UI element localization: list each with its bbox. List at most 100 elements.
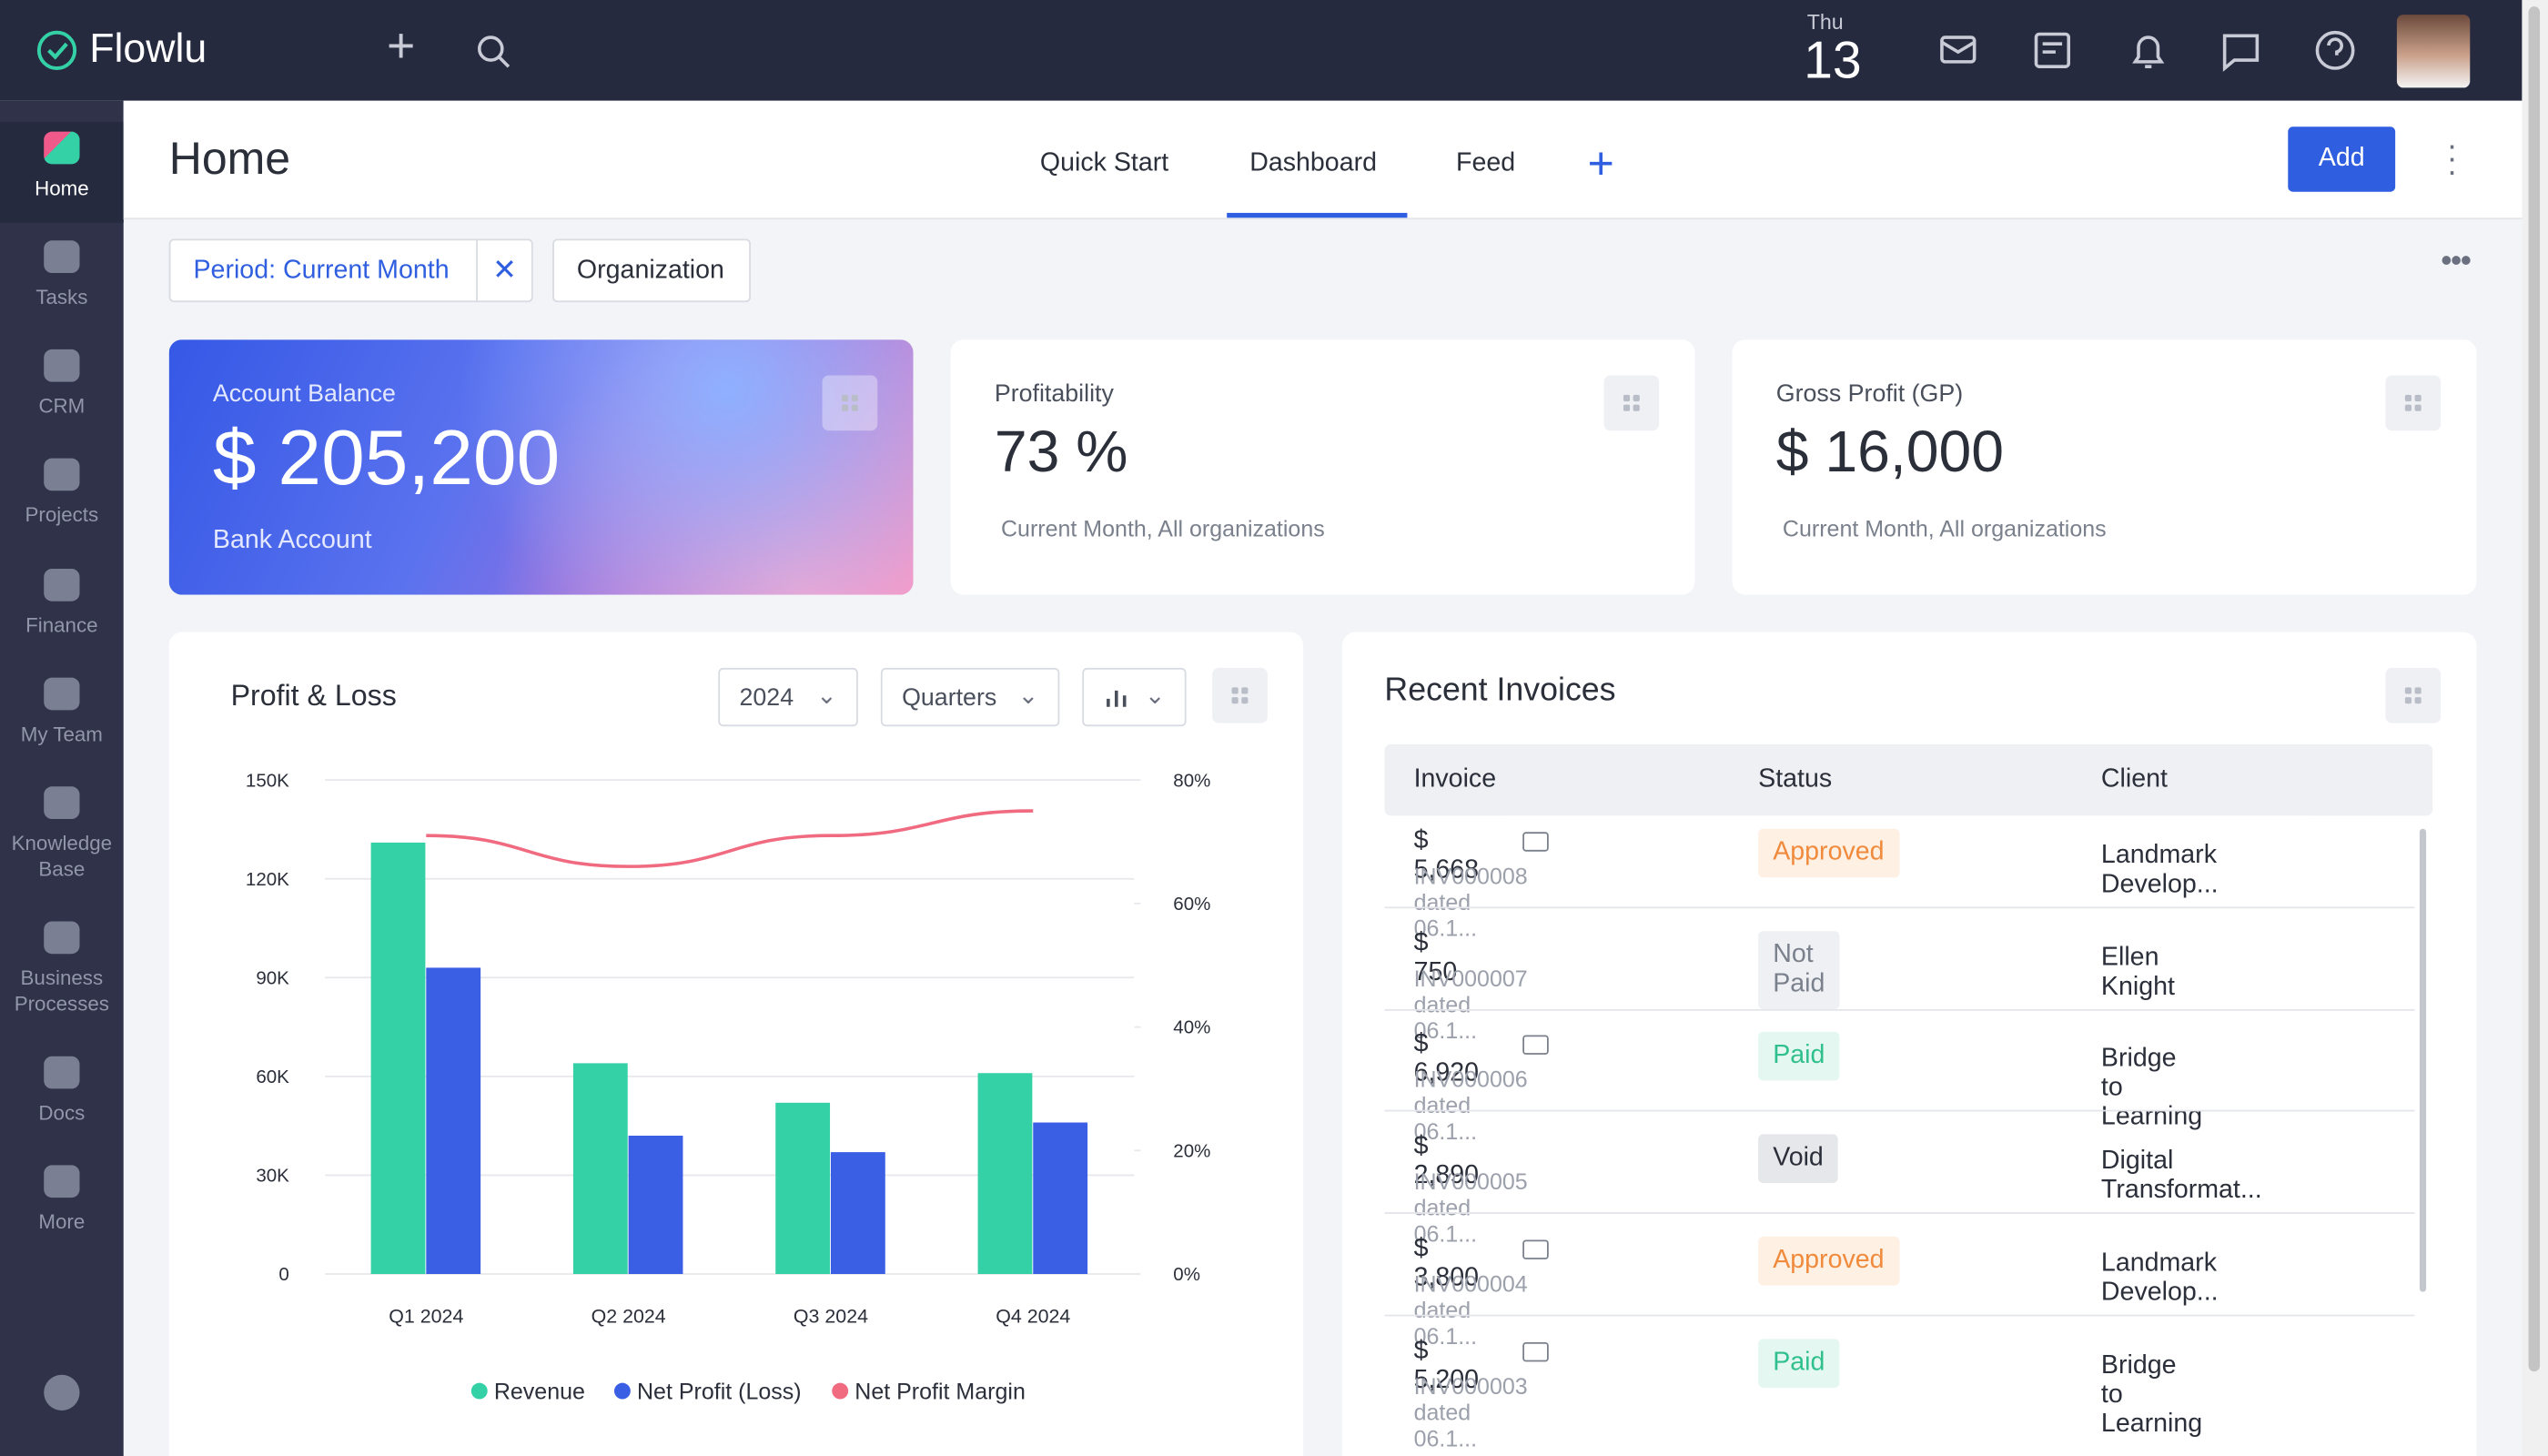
invoices-title: Recent Invoices xyxy=(1384,672,1616,709)
tab[interactable]: Dashboard xyxy=(1249,149,1378,177)
nav-label: Projects xyxy=(25,503,99,527)
status-badge: Approved xyxy=(1758,828,1899,878)
nav-label: Knowledge Base xyxy=(11,832,113,881)
year-select-label: 2024 xyxy=(739,683,794,713)
profit-loss-panel xyxy=(168,632,1304,1456)
status-badge: Approved xyxy=(1758,1236,1899,1286)
client-name: Ellen Knight xyxy=(2100,943,2175,1001)
invoice-number: INV000005 dated 06.1... xyxy=(1413,1168,1528,1247)
chart-type-icon xyxy=(1107,690,1127,707)
card-subtitle: Current Month, All organizations xyxy=(1001,515,1325,541)
tab[interactable]: Quick Start xyxy=(1039,149,1169,177)
drag-handle[interactable] xyxy=(1603,375,1660,431)
nav-icon xyxy=(44,1056,80,1089)
table-scrollbar[interactable] xyxy=(2419,828,2427,1292)
nav-icon xyxy=(44,349,80,382)
year-select[interactable]: 2024 ⌄ xyxy=(718,667,858,727)
avatar[interactable] xyxy=(2396,15,2471,88)
mail-icon[interactable] xyxy=(1522,1036,1549,1056)
top-bar: Flowlu + Thu 13 xyxy=(0,0,2523,101)
nav-label: Finance xyxy=(25,614,98,637)
nav-label: Docs xyxy=(38,1101,86,1125)
gross-profit-card: Gross Profit (GP) $ 16,000 Current Month… xyxy=(1732,339,2477,595)
menu-button[interactable]: · · · xyxy=(2446,128,2458,190)
active-tab-indicator xyxy=(1227,212,1408,218)
invoice-number: INV000007 dated 06.1... xyxy=(1413,965,1528,1043)
mail-icon[interactable] xyxy=(1522,1341,1549,1361)
invoice-amount: $ 3,800 xyxy=(1413,1234,1480,1292)
drag-handle[interactable] xyxy=(1212,667,1268,723)
status-badge: Paid xyxy=(1758,1338,1840,1388)
account-balance-card: Account Balance $ 205,200 Bank Account xyxy=(168,339,914,595)
scroll-thumb[interactable] xyxy=(2528,6,2541,1372)
period-filter[interactable]: Period: Current Month xyxy=(168,238,533,303)
chart-title: Profit & Loss xyxy=(230,679,397,713)
create-button[interactable]: + xyxy=(387,19,416,74)
add-button[interactable]: Add xyxy=(2288,126,2396,192)
nav-label: Tasks xyxy=(35,286,88,309)
period-select-label: Quarters xyxy=(902,683,997,713)
status-badge: Paid xyxy=(1758,1032,1840,1082)
column-header: Invoice xyxy=(1413,765,1497,794)
drag-handle[interactable] xyxy=(2385,667,2442,723)
drag-handle[interactable] xyxy=(822,375,878,431)
mail-icon[interactable] xyxy=(1522,832,1549,852)
row-divider xyxy=(1384,906,2415,909)
status-badge: Not Paid xyxy=(1758,930,1840,1009)
invoice-number: INV000008 dated 06.1... xyxy=(1413,863,1528,941)
profitability-card: Profitability 73 % Current Month, All or… xyxy=(950,339,1695,595)
invoice-amount: $ 5,668 xyxy=(1413,826,1480,885)
row-divider xyxy=(1384,1110,2415,1113)
tab[interactable]: Feed xyxy=(1456,149,1516,177)
card-subtitle: Bank Account xyxy=(212,526,372,554)
invoice-amount: $ 6,920 xyxy=(1413,1030,1480,1088)
chart-type-select[interactable]: ⌄ xyxy=(1082,667,1187,727)
column-header: Client xyxy=(2100,765,2168,794)
row-divider xyxy=(1384,1212,2415,1215)
card-value: 73 % xyxy=(994,417,1128,485)
scrollbar xyxy=(2522,0,2548,1456)
nav-label: Home xyxy=(35,177,89,200)
period-select[interactable]: Quarters ⌄ xyxy=(880,667,1060,727)
client-name: Landmark Develop... xyxy=(2100,1249,2219,1307)
organization-filter[interactable]: Organization xyxy=(552,238,751,303)
card-value: $ 16,000 xyxy=(1775,417,2005,485)
nav-icon xyxy=(44,458,80,491)
invoice-amount: $ 750 xyxy=(1413,928,1458,986)
drag-handle[interactable] xyxy=(2385,375,2442,431)
client-name: Digital Transformat... xyxy=(2100,1147,2262,1205)
client-name: Bridge to Learning xyxy=(2100,1350,2203,1438)
nav-icon xyxy=(44,921,80,955)
day-number: 13 xyxy=(1804,30,1862,90)
status-badge: Void xyxy=(1758,1134,1838,1184)
sidebar: Home Tasks CRM Projects Finance My Team Knowle… xyxy=(0,100,124,1456)
search-button[interactable] xyxy=(476,35,511,70)
add-tab-button[interactable]: + xyxy=(1587,137,1614,189)
page-title: Home xyxy=(168,133,291,184)
card-label: Profitability xyxy=(994,379,1114,409)
client-name: Landmark Develop... xyxy=(2100,842,2219,899)
filters-menu[interactable]: ••• xyxy=(2441,243,2472,280)
client-name: Bridge to Learning xyxy=(2100,1045,2203,1132)
mail-icon[interactable] xyxy=(1522,1239,1549,1259)
card-subtitle: Current Month, All organizations xyxy=(1782,515,2107,541)
column-header: Status xyxy=(1758,765,1833,794)
day-name: Thu xyxy=(1806,9,1844,35)
divider xyxy=(476,238,478,303)
nav-icon xyxy=(44,240,80,273)
nav-icon xyxy=(44,131,80,165)
card-label: Account Balance xyxy=(212,379,396,409)
invoice-amount: $ 2,890 xyxy=(1413,1132,1480,1190)
period-filter-label: Period: Current Month xyxy=(193,257,450,285)
card-label: Gross Profit (GP) xyxy=(1775,379,1964,409)
nav-label: CRM xyxy=(38,394,86,418)
clear-filter[interactable]: ✕ xyxy=(492,253,518,287)
logo-icon xyxy=(36,30,77,70)
help-icon[interactable] xyxy=(44,1374,80,1410)
table-header xyxy=(1384,743,2433,816)
row-divider xyxy=(1384,1314,2415,1317)
invoice-amount: $ 5,200 xyxy=(1413,1336,1480,1394)
